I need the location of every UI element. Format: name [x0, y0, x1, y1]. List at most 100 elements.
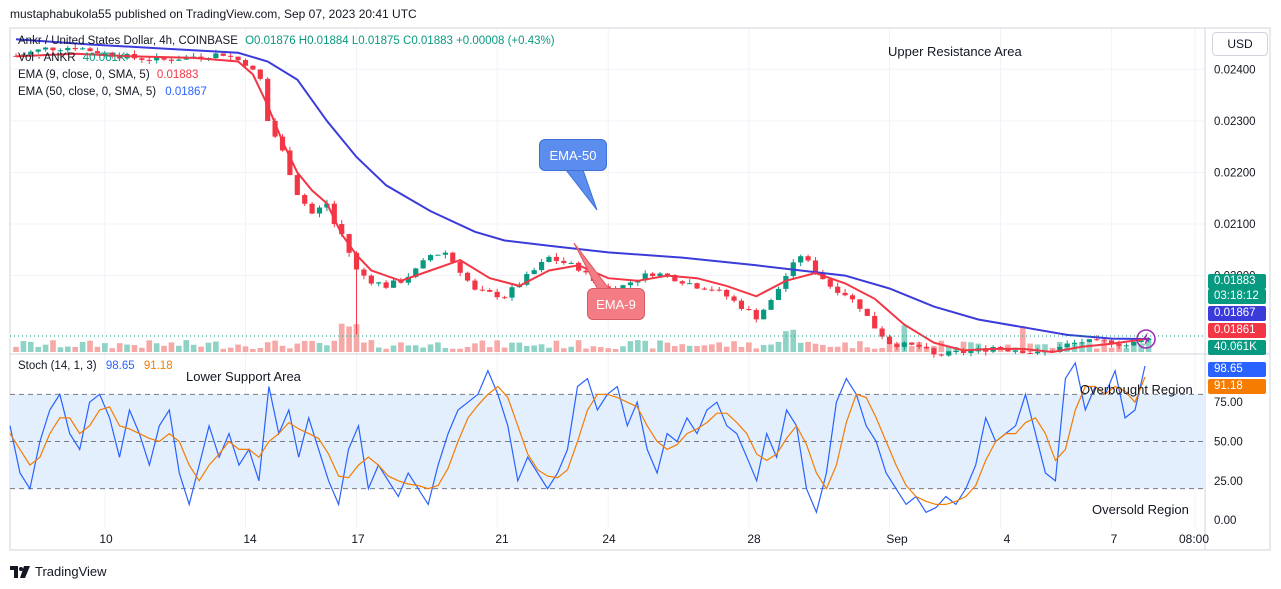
candle-body: [442, 252, 448, 255]
time-tick-label: 14: [243, 532, 257, 546]
candle-body: [43, 47, 49, 50]
candle-body: [250, 65, 256, 70]
volume-bar: [139, 347, 145, 352]
volume-bar: [405, 345, 412, 352]
ema-lines: [10, 38, 1205, 354]
stoch-tick-label: 50.00: [1214, 437, 1243, 449]
volume-bar: [479, 340, 486, 352]
volume-bar: [220, 348, 227, 352]
volume-bar: [1101, 340, 1107, 352]
volume-bar: [412, 345, 419, 352]
candle-body: [361, 269, 367, 276]
candle-body: [220, 53, 226, 56]
volume-bars: [13, 323, 1152, 352]
volume-bar: [272, 340, 278, 352]
volume-bar: [198, 346, 204, 352]
tradingview-footer: TradingView: [10, 564, 107, 579]
candle-body: [509, 287, 515, 298]
price-tick-label: 0.02400: [1214, 64, 1256, 76]
price-tick-label: 0.02100: [1214, 219, 1256, 231]
volume-bar: [168, 342, 175, 352]
candle-body: [176, 59, 182, 61]
legend-stoch-k: 98.65: [105, 360, 135, 372]
candle-body: [383, 282, 389, 288]
candle-body: [265, 78, 271, 121]
volume-bar: [635, 340, 641, 352]
volume-price-tag: 40.061K: [1208, 340, 1266, 355]
volume-bar: [857, 341, 863, 352]
volume-bar: [316, 342, 323, 352]
candle-body: [916, 344, 922, 347]
candle-body: [242, 60, 249, 66]
candle-body: [724, 289, 730, 297]
volume-bar: [35, 346, 42, 352]
volume-bar: [501, 347, 508, 352]
candle-body: [228, 55, 234, 57]
volume-bar: [842, 342, 848, 352]
candle-body: [672, 275, 678, 282]
alert-bolt-icon: [1136, 329, 1156, 349]
volume-bar: [235, 344, 241, 352]
volume-bar: [523, 345, 530, 352]
volume-bar: [361, 342, 367, 352]
volume-bar: [620, 346, 626, 352]
oversold-label: Oversold Region: [1092, 502, 1189, 517]
candle-body: [968, 350, 974, 353]
candle-body: [701, 288, 708, 290]
candle-body: [953, 350, 959, 352]
candle-body: [213, 53, 219, 59]
candle-body: [753, 309, 759, 320]
candle-body: [1094, 339, 1100, 341]
volume-bar: [923, 347, 930, 352]
candle-body: [28, 51, 34, 55]
candle-body: [864, 308, 870, 316]
volume-bar: [516, 342, 523, 352]
candle-body: [576, 262, 582, 271]
volume-bar: [153, 343, 160, 352]
volume-bar: [227, 347, 234, 352]
volume-bar: [338, 323, 345, 352]
candle-body: [1057, 346, 1063, 352]
volume-bar: [553, 340, 560, 352]
volume-bar: [183, 340, 190, 352]
candle-body: [1020, 350, 1026, 354]
candle-body: [102, 52, 108, 54]
candle-body: [775, 288, 782, 301]
price-tick-label: 0.02200: [1214, 167, 1256, 179]
candle-body: [35, 49, 41, 52]
legend-ohlc: O0.01876 H0.01884 L0.01875 C0.01883 +0.0…: [245, 35, 555, 47]
currency-button[interactable]: USD: [1212, 32, 1268, 56]
volume-bar: [264, 342, 271, 352]
volume-bar: [664, 342, 671, 352]
footer-text: TradingView: [35, 564, 107, 579]
candle-body: [664, 273, 671, 276]
volume-bar: [509, 342, 515, 352]
legend-ema9: EMA (9, close, 0, SMA, 5) 0.01883: [18, 69, 198, 81]
volume-bar: [294, 343, 301, 352]
volume-bar: [242, 346, 249, 352]
volume-bar: [50, 340, 56, 352]
time-tick-label: 4: [1004, 532, 1011, 546]
stoch-tick-label: 75.00: [1214, 397, 1243, 409]
volume-bar: [368, 340, 375, 352]
candle-body: [746, 309, 752, 311]
candle-body: [390, 280, 397, 288]
candle-body: [709, 289, 715, 291]
volume-bar: [783, 331, 789, 352]
lower-support-label: Lower Support Area: [186, 369, 301, 384]
candle-body: [1116, 344, 1122, 346]
candle-body: [1101, 339, 1107, 341]
candle-body: [339, 224, 345, 235]
volume-bar: [72, 346, 79, 352]
candle-body: [879, 328, 885, 337]
volume-bar: [864, 347, 871, 352]
candle-body: [494, 291, 500, 298]
volume-bar: [805, 341, 811, 352]
volume-bar: [27, 341, 34, 352]
volume-bar: [383, 348, 389, 352]
candle-body: [657, 273, 663, 277]
stoch-band: [10, 393, 1205, 490]
candle-body: [272, 120, 278, 137]
volume-bar: [686, 345, 693, 352]
